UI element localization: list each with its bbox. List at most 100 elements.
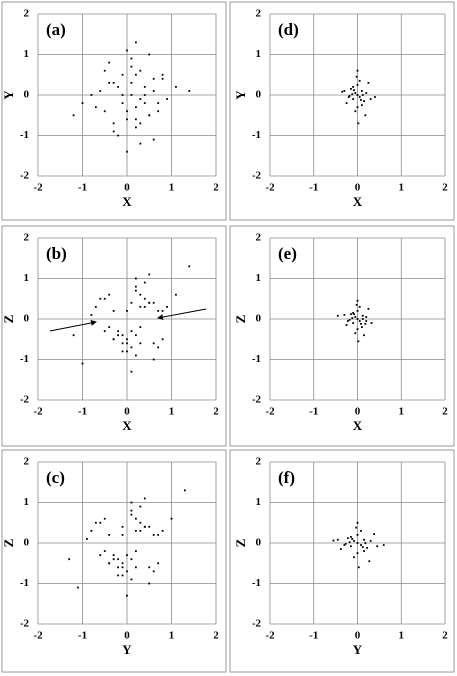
point: [121, 94, 124, 96]
point: [356, 521, 359, 524]
y-tick-label: -1: [252, 129, 261, 141]
point: [112, 81, 115, 84]
point: [152, 570, 155, 573]
point: [117, 566, 119, 569]
point: [350, 88, 352, 90]
x-tick-label: -2: [265, 182, 275, 194]
point: [130, 65, 133, 68]
point: [121, 334, 124, 337]
point: [121, 73, 124, 76]
point: [135, 106, 137, 109]
point: [135, 277, 137, 280]
point: [112, 338, 115, 341]
point: [343, 544, 346, 546]
point: [353, 89, 355, 92]
point: [139, 505, 142, 508]
point: [350, 536, 352, 538]
y-tick-label: 2: [256, 232, 262, 244]
x-tick-label: -2: [33, 182, 43, 194]
point: [148, 582, 151, 585]
point: [130, 330, 133, 333]
point: [346, 320, 349, 322]
point: [343, 90, 346, 92]
y-tick-label: -1: [20, 129, 29, 141]
x-tick-label: -1: [309, 182, 318, 194]
point: [130, 301, 133, 304]
point: [336, 314, 339, 317]
y-tick-label: -2: [20, 394, 30, 406]
point: [130, 509, 133, 512]
point: [121, 102, 124, 104]
panel-frame: [229, 225, 455, 447]
point: [350, 313, 352, 316]
point: [361, 318, 364, 320]
point: [143, 86, 146, 88]
point: [353, 540, 355, 542]
panel-label: (b): [46, 244, 67, 263]
point: [103, 297, 106, 300]
x-tick-label: 2: [442, 182, 448, 194]
point: [170, 517, 173, 520]
point: [351, 538, 354, 540]
panel-frame: [229, 449, 455, 673]
point: [135, 126, 137, 129]
point: [188, 90, 191, 92]
point: [183, 489, 186, 492]
point: [358, 79, 361, 82]
y-tick-label: -2: [252, 618, 262, 630]
point: [354, 332, 357, 335]
point: [77, 586, 79, 589]
point: [117, 134, 119, 137]
point: [148, 301, 151, 304]
point: [360, 529, 362, 532]
point: [363, 334, 365, 337]
point: [108, 562, 111, 565]
point: [135, 41, 137, 44]
y-tick-label: 0: [24, 313, 30, 325]
y-axis-label: Z: [1, 538, 16, 547]
y-tick-label: 1: [24, 272, 30, 284]
point: [361, 314, 364, 317]
point: [90, 529, 93, 532]
point: [332, 539, 335, 542]
point: [103, 69, 106, 72]
point: [126, 342, 128, 345]
y-tick-label: 0: [256, 89, 262, 101]
point: [143, 525, 146, 528]
x-tick-label: 0: [124, 182, 130, 194]
point: [352, 322, 355, 324]
y-tick-label: -1: [252, 353, 261, 365]
point: [161, 73, 164, 76]
y-tick-label: -2: [20, 618, 30, 630]
point: [139, 69, 142, 72]
point: [175, 86, 177, 88]
point: [374, 96, 376, 98]
point: [130, 558, 133, 561]
point: [365, 316, 368, 318]
point: [72, 114, 75, 117]
point: [81, 362, 84, 365]
x-tick-label: 1: [399, 182, 405, 194]
point: [356, 534, 359, 536]
point: [108, 61, 111, 64]
panel-label: (d): [278, 20, 299, 39]
point: [355, 526, 358, 529]
y-tick-label: -1: [20, 353, 29, 365]
point: [363, 550, 365, 552]
x-tick-label: 2: [442, 406, 448, 418]
point: [121, 574, 124, 577]
y-axis-label: Y: [1, 90, 16, 100]
point: [336, 538, 339, 541]
x-axis-label: X: [353, 194, 363, 209]
point: [112, 130, 115, 133]
point: [139, 342, 142, 345]
point: [161, 310, 164, 312]
point: [139, 293, 142, 296]
point: [348, 318, 351, 321]
point: [356, 328, 359, 331]
point: [130, 370, 133, 373]
point: [130, 346, 133, 349]
point: [363, 538, 365, 541]
point: [363, 100, 365, 102]
point: [126, 594, 128, 597]
